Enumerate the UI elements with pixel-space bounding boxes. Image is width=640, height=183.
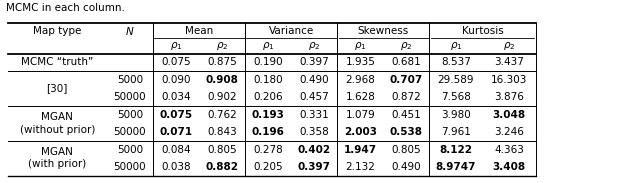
Text: $\rho_2$: $\rho_2$ [308,40,321,52]
Text: 0.193: 0.193 [252,110,285,120]
Text: $\rho_1$: $\rho_1$ [262,40,275,52]
Text: 2.968: 2.968 [346,75,375,85]
Text: 29.589: 29.589 [438,75,474,85]
Text: $\rho_2$: $\rho_2$ [216,40,228,52]
Text: 0.707: 0.707 [390,75,423,85]
Text: 5000: 5000 [117,145,143,154]
Text: 3.437: 3.437 [494,57,524,67]
Text: 3.246: 3.246 [494,127,524,137]
Text: $\rho_1$: $\rho_1$ [170,40,182,52]
Text: 8.9747: 8.9747 [436,162,476,172]
Text: 0.075: 0.075 [161,57,191,67]
Text: 0.882: 0.882 [205,162,239,172]
Text: 0.875: 0.875 [207,57,237,67]
Text: 0.490: 0.490 [392,162,421,172]
Text: $\rho_2$: $\rho_2$ [503,40,515,52]
Text: 0.071: 0.071 [159,127,193,137]
Text: 5000: 5000 [117,75,143,85]
Text: 0.190: 0.190 [253,57,283,67]
Text: Map type: Map type [33,26,81,36]
Text: 0.762: 0.762 [207,110,237,120]
Text: 0.490: 0.490 [300,75,329,85]
Text: 0.278: 0.278 [253,145,283,154]
Text: 3.980: 3.980 [441,110,471,120]
Text: [30]: [30] [47,83,68,94]
Text: 1.628: 1.628 [346,92,375,102]
Text: $N$: $N$ [125,25,134,37]
Text: MCMC “truth”: MCMC “truth” [21,57,93,67]
Text: 50000: 50000 [114,92,146,102]
Text: 0.090: 0.090 [161,75,191,85]
Text: 5000: 5000 [117,110,143,120]
Text: 0.084: 0.084 [161,145,191,154]
Text: 4.363: 4.363 [494,145,524,154]
Text: Variance: Variance [269,26,314,36]
Text: 0.538: 0.538 [390,127,423,137]
Text: 7.568: 7.568 [441,92,471,102]
Text: 1.079: 1.079 [346,110,375,120]
Text: $\rho_1$: $\rho_1$ [450,40,462,52]
Text: 0.358: 0.358 [300,127,329,137]
Text: 0.206: 0.206 [253,92,283,102]
Text: 0.451: 0.451 [392,110,421,120]
Text: Mean: Mean [185,26,213,36]
Text: 7.961: 7.961 [441,127,471,137]
Text: Kurtosis: Kurtosis [461,26,504,36]
Text: 0.397: 0.397 [298,162,331,172]
Text: 0.805: 0.805 [392,145,421,154]
Text: 0.908: 0.908 [205,75,239,85]
Text: 3.876: 3.876 [494,92,524,102]
Text: 2.132: 2.132 [346,162,375,172]
Text: 0.402: 0.402 [298,145,331,154]
Text: 0.205: 0.205 [253,162,283,172]
Text: 0.034: 0.034 [161,92,191,102]
Text: 0.196: 0.196 [252,127,285,137]
Text: Skewness: Skewness [358,26,409,36]
Text: 16.303: 16.303 [491,75,527,85]
Text: 0.872: 0.872 [392,92,421,102]
Text: MCMC in each column.: MCMC in each column. [6,3,125,13]
Text: 0.038: 0.038 [161,162,191,172]
Text: 8.122: 8.122 [440,145,472,154]
Text: 0.397: 0.397 [300,57,329,67]
Text: 3.408: 3.408 [493,162,525,172]
Text: 1.935: 1.935 [346,57,375,67]
Text: 0.457: 0.457 [300,92,329,102]
Text: 0.075: 0.075 [159,110,193,120]
Text: 1.947: 1.947 [344,145,377,154]
Text: 8.537: 8.537 [441,57,471,67]
Text: 0.180: 0.180 [253,75,283,85]
Text: 2.003: 2.003 [344,127,377,137]
Text: 0.681: 0.681 [392,57,421,67]
Text: 50000: 50000 [114,162,146,172]
Text: $\rho_1$: $\rho_1$ [354,40,367,52]
Text: 0.902: 0.902 [207,92,237,102]
Text: 0.331: 0.331 [300,110,329,120]
Text: 0.843: 0.843 [207,127,237,137]
Text: 50000: 50000 [114,127,146,137]
Text: 0.805: 0.805 [207,145,237,154]
Text: MGAN
(without prior): MGAN (without prior) [20,112,95,135]
Text: 3.048: 3.048 [493,110,525,120]
Text: $\rho_2$: $\rho_2$ [400,40,413,52]
Text: MGAN
(with prior): MGAN (with prior) [28,147,86,169]
